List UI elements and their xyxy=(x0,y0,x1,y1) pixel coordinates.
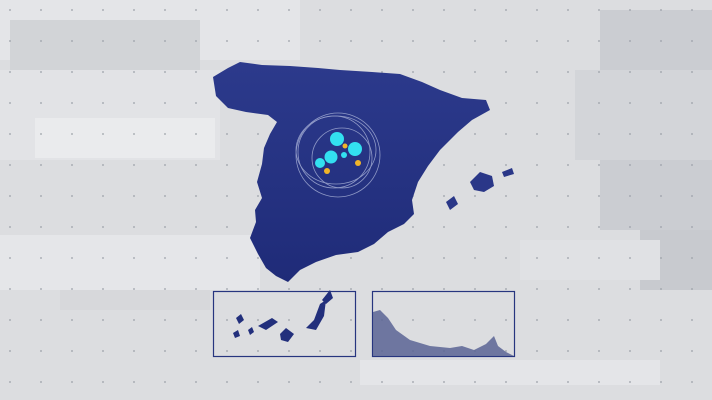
ceuta-melilla-inset xyxy=(371,290,516,358)
data-points xyxy=(315,132,362,174)
canary-inset xyxy=(212,290,357,358)
canary-islands xyxy=(233,290,333,342)
region-rings xyxy=(295,112,381,198)
balearic-islands xyxy=(446,168,514,210)
north-africa-coast xyxy=(373,310,514,356)
spain-mainland xyxy=(213,62,490,282)
